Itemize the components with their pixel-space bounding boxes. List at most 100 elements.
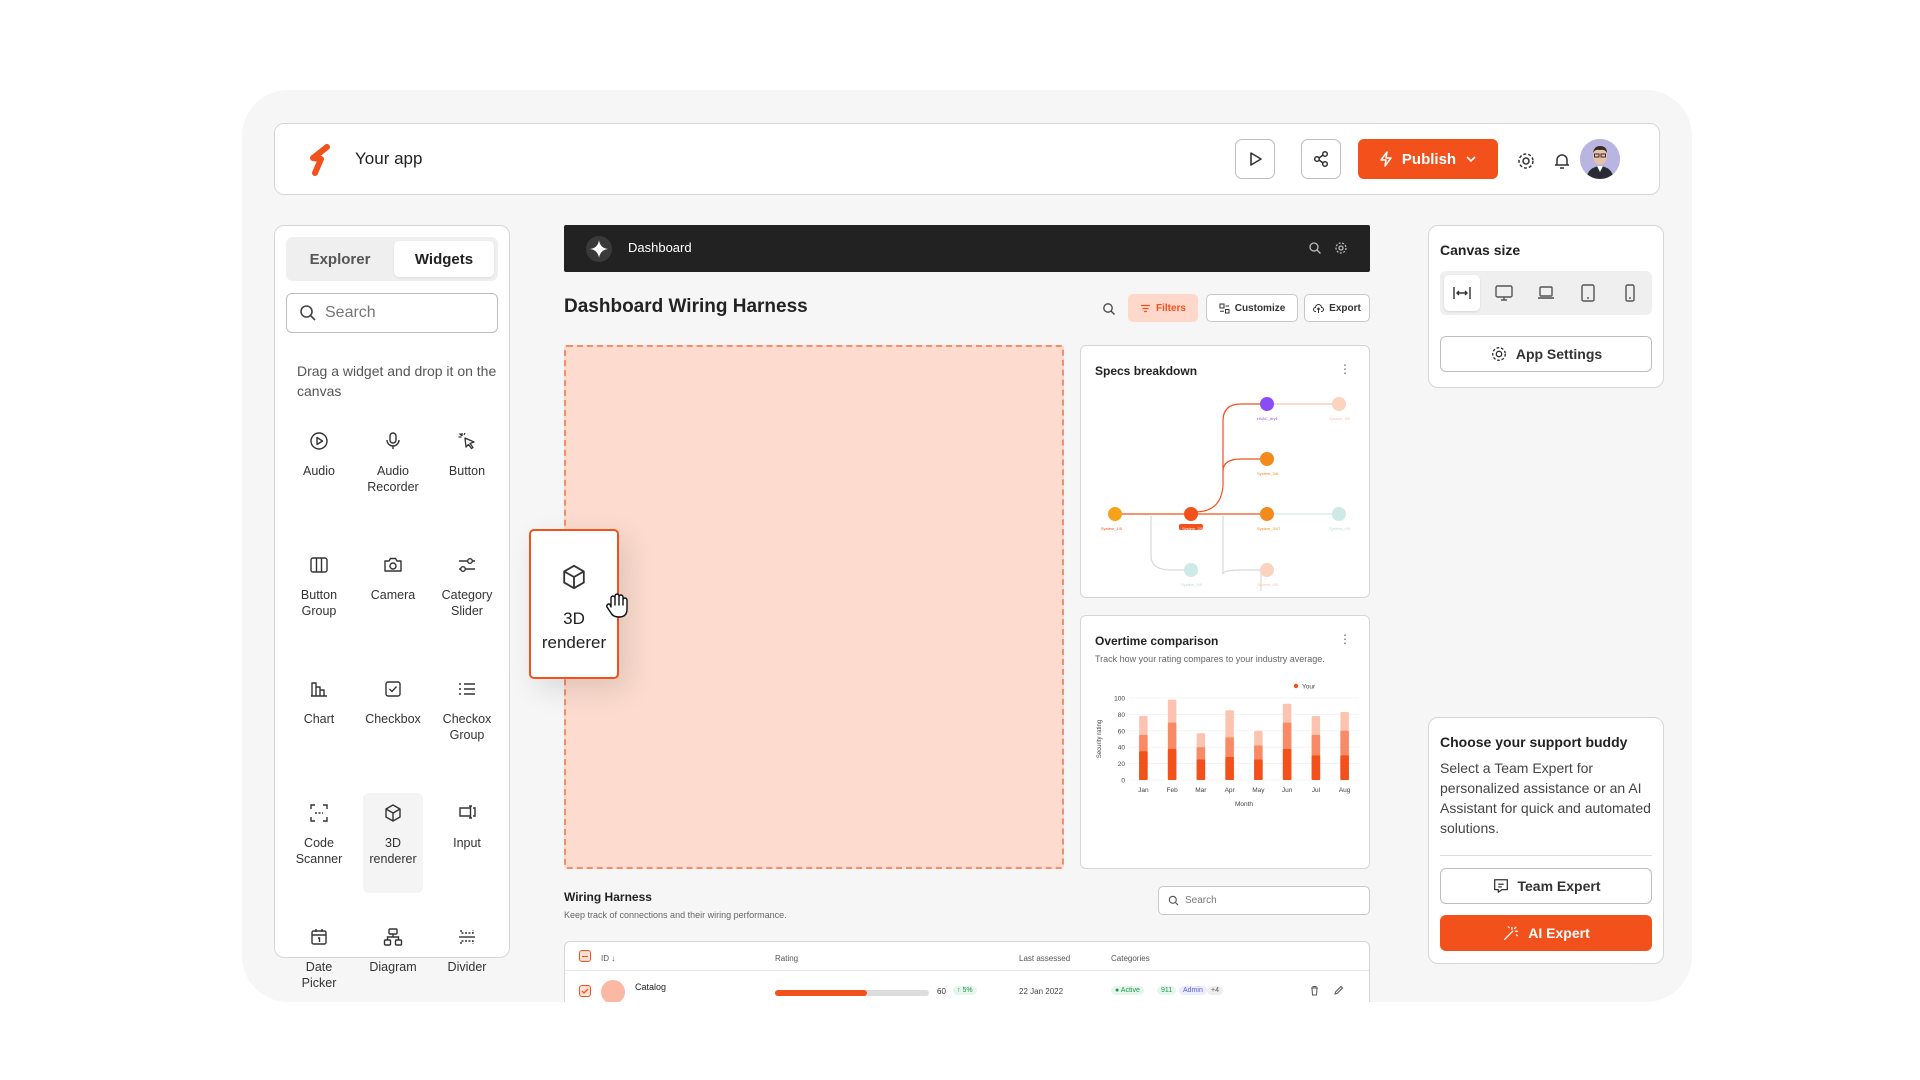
more-icon[interactable]: ⋮ [1339,362,1351,376]
widget-input[interactable]: Input [437,793,497,893]
publish-button[interactable]: Publish [1358,139,1498,179]
customize-button[interactable]: Customize [1206,294,1298,322]
file-icon [601,980,625,1002]
user-portrait-icon [1580,139,1620,179]
desktop-icon [1495,285,1513,301]
column-header-rating[interactable]: Rating [775,954,799,963]
size-mobile[interactable] [1612,275,1648,311]
widget-label: Camera [370,588,416,602]
x-tick-label: Jan [1138,787,1149,794]
preview-button[interactable] [1235,139,1275,179]
settings-button[interactable] [1515,150,1537,172]
select-all-checkbox[interactable] [579,950,591,962]
dragged-widget-3d-renderer[interactable]: 3D renderer [529,529,619,679]
widget-label: Input [453,836,481,850]
overtime-comparison-card: Overtime comparison ⋮ Track how your rat… [1080,615,1370,869]
widget-code-scanner[interactable]: Code Scanner [289,793,349,893]
widget-label: Audio [303,464,335,478]
cloud-export-icon [1313,303,1325,313]
team-expert-label: Team Expert [1517,878,1601,894]
widget-category-slider[interactable]: Category Slider [437,545,497,645]
pencil-icon[interactable] [1333,985,1344,996]
trash-icon[interactable] [1309,985,1320,996]
size-fit-width[interactable] [1444,275,1480,311]
widget-chart[interactable]: Chart [289,669,349,769]
bar [1254,759,1263,780]
widget-3d-renderer[interactable]: 3D renderer [363,793,423,893]
bar [1167,748,1177,780]
drop-zone[interactable] [564,345,1064,869]
gear-icon [1518,153,1534,169]
search-icon[interactable] [1102,302,1116,316]
card-title: Specs breakdown [1095,364,1198,378]
app-settings-label: App Settings [1515,346,1603,362]
row-checkbox[interactable] [579,985,591,997]
column-header-id[interactable]: ID ↓ [601,954,616,963]
rating-change-badge: ↑ 5% [953,986,977,995]
team-expert-button[interactable]: Team Expert [1440,868,1652,904]
search-icon [1168,895,1179,906]
widget-search[interactable] [286,293,498,333]
cursor-click-icon [458,432,475,450]
tab-explorer[interactable]: Explorer [309,250,371,268]
widget-diagram[interactable]: Diagram [363,917,423,1002]
size-desktop[interactable] [1486,275,1522,311]
bar-chart-icon [311,682,327,697]
magic-wand-icon [1504,926,1519,940]
cube-icon [385,804,401,822]
bar [1282,748,1292,780]
y-tick-label: 0 [1121,778,1125,785]
widget-label: Date Picker [301,960,337,990]
widget-button[interactable]: Button [437,421,497,521]
bar [1311,755,1321,780]
x-tick-label: Mar [1195,787,1207,794]
widget-label: Button [448,464,486,478]
widget-audio-recorder[interactable]: Audio Recorder [363,421,423,521]
y-tick-label: 40 [1118,745,1126,752]
app-settings-button[interactable]: App Settings [1440,336,1652,372]
size-tablet[interactable] [1570,275,1606,311]
sparkle-logo-icon [586,236,612,262]
size-laptop[interactable] [1528,275,1564,311]
chevron-down-icon [1466,156,1476,163]
support-buddy-panel: Choose your support buddy Select a Team … [1428,717,1664,964]
gear-icon[interactable] [1334,241,1348,255]
widget-checkbox-group[interactable]: Checkox Group [437,669,497,769]
card-title: Overtime comparison [1095,634,1219,648]
widget-camera[interactable]: Camera [363,545,423,645]
widget-checkbox[interactable]: Checkbox [363,669,423,769]
column-header-last-assessed[interactable]: Last assessed [1019,954,1071,963]
export-label: Export [1329,302,1361,314]
rating-bar [775,990,929,996]
drag-hint: Drag a widget and drop it on the canvas [297,363,497,399]
section-description: Keep track of connections and their wiri… [564,910,787,920]
search-input[interactable] [325,304,485,322]
widget-audio[interactable]: Audio [289,421,349,521]
share-button[interactable] [1301,139,1341,179]
widget-button-group[interactable]: Button Group [289,545,349,645]
legend-marker [1293,683,1299,689]
column-header-categories[interactable]: Categories [1111,954,1150,963]
y-tick-label: 100 [1114,696,1125,703]
category-badge: 911 [1157,986,1177,995]
ai-expert-button[interactable]: AI Expert [1440,915,1652,951]
filter-icon [1140,304,1150,312]
filters-button[interactable]: Filters [1128,294,1198,322]
check-icon [581,988,589,994]
wiring-search[interactable]: Search [1158,886,1370,915]
widget-label: Diagram [369,960,417,974]
overtime-bar-chart: 0 20 40 60 80 100 Jan Feb Mar Apr May Jun Jul Aug Mont… [1097,683,1359,808]
export-button[interactable]: Export [1304,294,1370,322]
more-icon[interactable]: ⋮ [1339,632,1351,646]
node-label: System_2/8 [1257,471,1279,476]
widget-divider[interactable]: Divider [437,917,497,1002]
avatar[interactable] [1580,139,1620,179]
widget-date-picker[interactable]: Date Picker [289,917,349,1002]
app-logo [310,144,330,176]
specs-diagram [1108,397,1346,591]
y-axis-label: Security rating [1097,720,1103,758]
camera-icon [384,557,402,572]
search-icon[interactable] [1308,241,1322,255]
notifications-button[interactable] [1551,150,1573,172]
tab-widgets[interactable]: Widgets [394,241,494,277]
